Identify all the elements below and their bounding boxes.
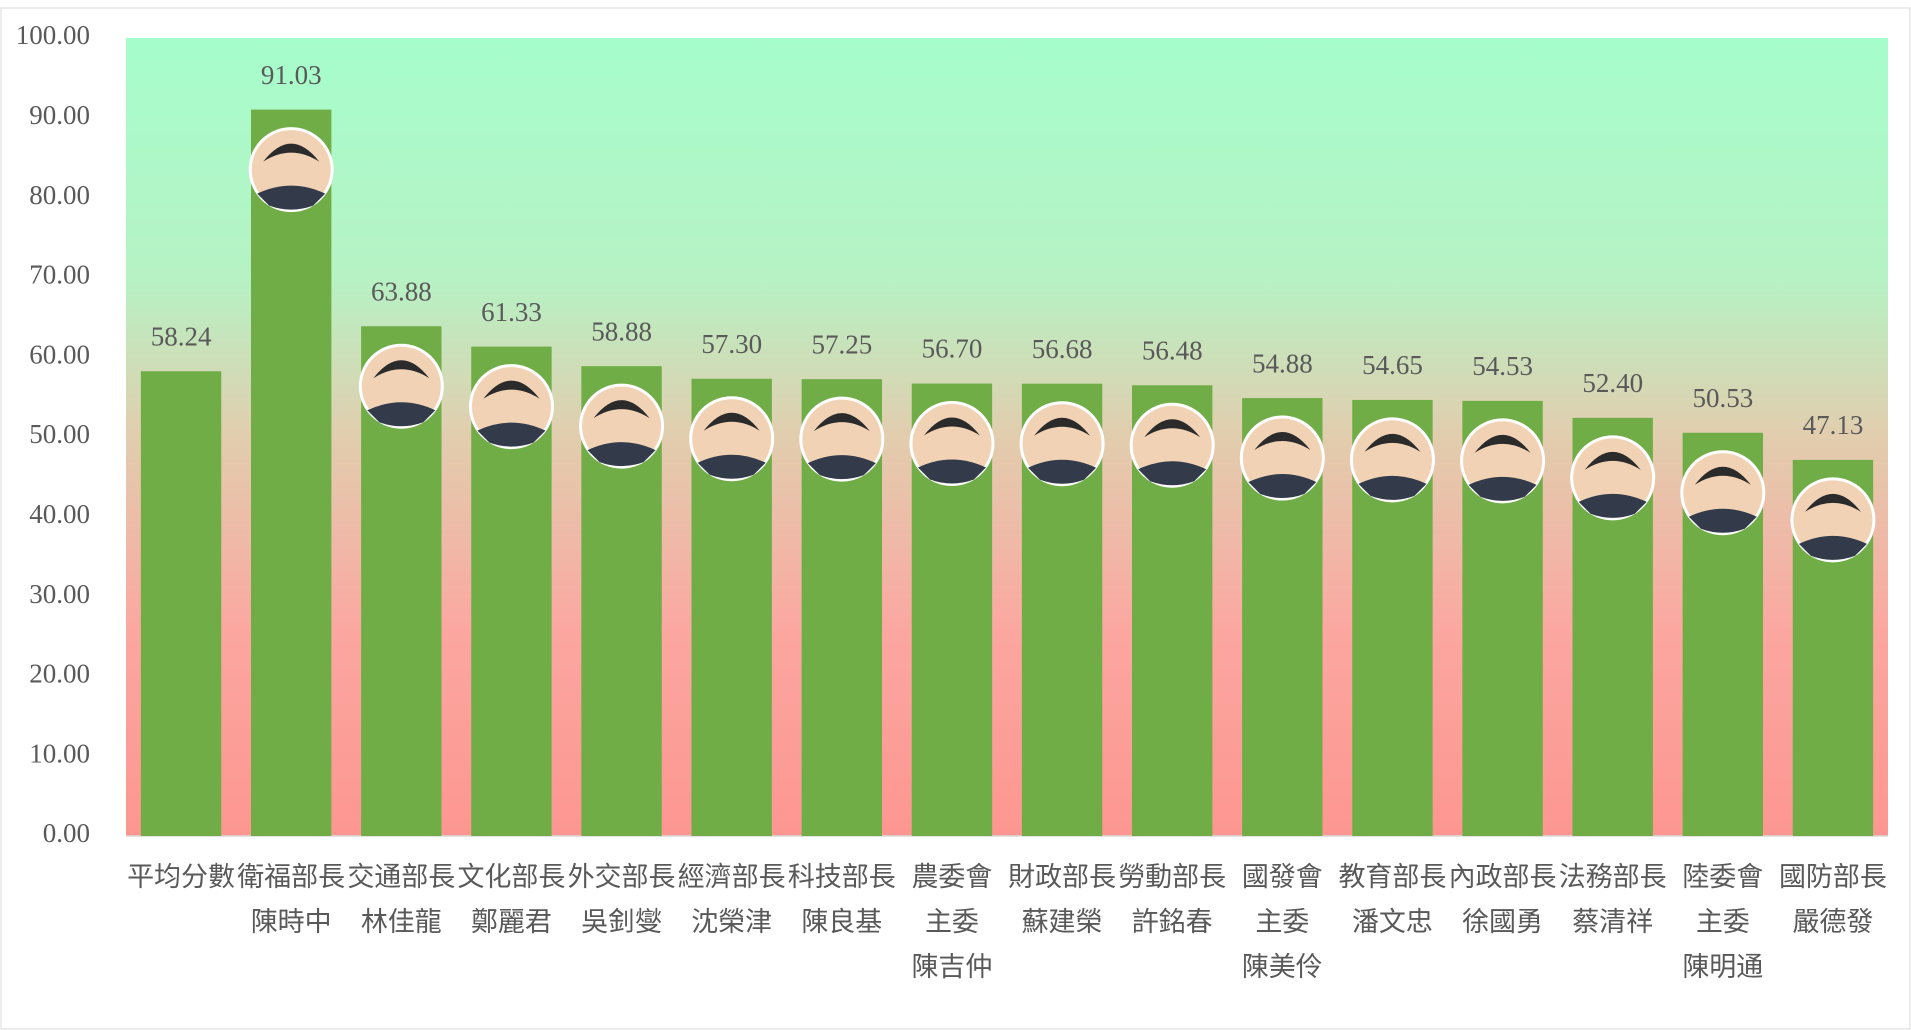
x-tick-label: 嚴德發	[1792, 907, 1873, 937]
y-tick-label: 10.00	[29, 738, 90, 768]
data-label: 61.33	[481, 297, 542, 327]
x-tick-label: 陸委會	[1682, 862, 1763, 892]
portrait-hair	[263, 143, 320, 162]
portrait-hair	[1364, 433, 1421, 452]
portrait-suit	[917, 459, 986, 484]
portrait-hair	[593, 400, 650, 419]
portrait-suit	[1028, 459, 1097, 484]
data-label: 58.88	[591, 316, 652, 346]
portrait-suit	[367, 402, 436, 427]
portrait-hair	[373, 360, 430, 379]
y-tick-label: 50.00	[29, 419, 90, 449]
portrait-hair	[1804, 493, 1861, 512]
y-tick-label: 100.00	[16, 20, 90, 50]
data-label: 63.88	[371, 276, 432, 306]
x-tick-label: 教育部長	[1338, 862, 1446, 892]
portrait-suit	[1248, 474, 1317, 499]
data-label: 54.53	[1472, 351, 1533, 381]
x-tick-label: 交通部長	[347, 862, 455, 892]
x-tick-label: 文化部長	[457, 862, 565, 892]
data-label: 91.03	[261, 60, 322, 90]
portrait-hair	[1034, 417, 1091, 436]
data-label: 50.53	[1692, 383, 1753, 413]
portrait-suit	[1468, 476, 1537, 501]
x-tick-label: 農委會	[911, 862, 992, 892]
x-tick-label: 衛福部長	[237, 862, 345, 892]
x-tick-label: 陳明通	[1682, 952, 1763, 982]
portrait-hair	[923, 417, 980, 436]
portrait-suit	[1578, 493, 1647, 518]
x-tick-label: 國發會	[1242, 862, 1323, 892]
portrait-hair	[1144, 419, 1201, 438]
data-label: 52.40	[1582, 368, 1643, 398]
data-label: 47.13	[1803, 410, 1864, 440]
portrait-hair	[1254, 432, 1311, 451]
x-tick-label: 主委	[1696, 907, 1750, 937]
chart-border	[0, 7, 1911, 1030]
y-tick-label: 90.00	[29, 100, 90, 130]
x-tick-label: 主委	[1255, 907, 1309, 937]
y-tick-label: 20.00	[29, 659, 90, 689]
y-tick-label: 30.00	[29, 579, 90, 609]
y-tick-label: 80.00	[29, 180, 90, 210]
x-tick-label: 陳時中	[251, 907, 332, 937]
data-label: 54.65	[1362, 350, 1423, 380]
portrait-suit	[697, 454, 766, 479]
portrait-suit	[1798, 535, 1867, 560]
x-tick-label: 林佳龍	[361, 907, 442, 937]
portrait-hair	[1584, 451, 1641, 470]
x-tick-label: 吳釗燮	[581, 907, 662, 937]
data-label: 54.88	[1252, 348, 1313, 378]
bar	[250, 109, 332, 837]
x-tick-label: 財政部長	[1008, 862, 1116, 892]
x-tick-label: 陳美伶	[1242, 952, 1323, 982]
x-tick-label: 勞動部長	[1118, 862, 1226, 892]
x-tick-label: 內政部長	[1449, 862, 1557, 892]
portrait-suit	[1138, 461, 1207, 486]
data-label: 56.48	[1142, 335, 1203, 365]
x-tick-label: 法務部長	[1559, 862, 1667, 892]
x-tick-label: 陳良基	[801, 907, 882, 937]
x-tick-label: 蘇建榮	[1022, 907, 1103, 937]
portrait-suit	[1688, 508, 1757, 533]
x-tick-label: 沈榮津	[691, 907, 772, 937]
portrait-hair	[703, 412, 760, 431]
portrait-hair	[483, 380, 540, 399]
x-tick-label: 徐國勇	[1462, 907, 1543, 937]
portrait-hair	[1474, 434, 1531, 453]
portrait-hair	[813, 413, 870, 432]
portrait-suit	[1358, 475, 1427, 500]
data-label: 57.30	[701, 329, 762, 359]
x-tick-label: 國防部長	[1779, 862, 1887, 892]
data-label: 58.24	[151, 321, 212, 351]
bar	[140, 371, 222, 836]
x-tick-label: 外交部長	[568, 862, 676, 892]
data-label: 57.25	[811, 329, 872, 359]
x-tick-label: 潘文忠	[1352, 907, 1433, 937]
x-tick-label: 蔡清祥	[1572, 907, 1653, 937]
x-tick-label: 陳吉仲	[911, 952, 992, 982]
x-tick-label: 鄭麗君	[471, 907, 552, 937]
portrait-hair	[1694, 466, 1751, 485]
portrait-suit	[257, 185, 326, 210]
portrait-suit	[477, 422, 546, 447]
x-tick-label: 主委	[925, 907, 979, 937]
y-tick-label: 0.00	[43, 818, 90, 848]
x-tick-label: 經濟部長	[678, 862, 786, 892]
portrait-suit	[807, 455, 876, 480]
y-tick-label: 60.00	[29, 339, 90, 369]
data-label: 56.68	[1032, 334, 1093, 364]
y-tick-label: 40.00	[29, 499, 90, 529]
data-label: 56.70	[922, 334, 983, 364]
x-tick-label: 科技部長	[788, 862, 896, 892]
x-tick-label: 許銘春	[1132, 907, 1213, 937]
x-tick-label: 平均分數	[127, 862, 235, 892]
portrait-suit	[587, 442, 656, 467]
y-tick-label: 70.00	[29, 260, 90, 290]
